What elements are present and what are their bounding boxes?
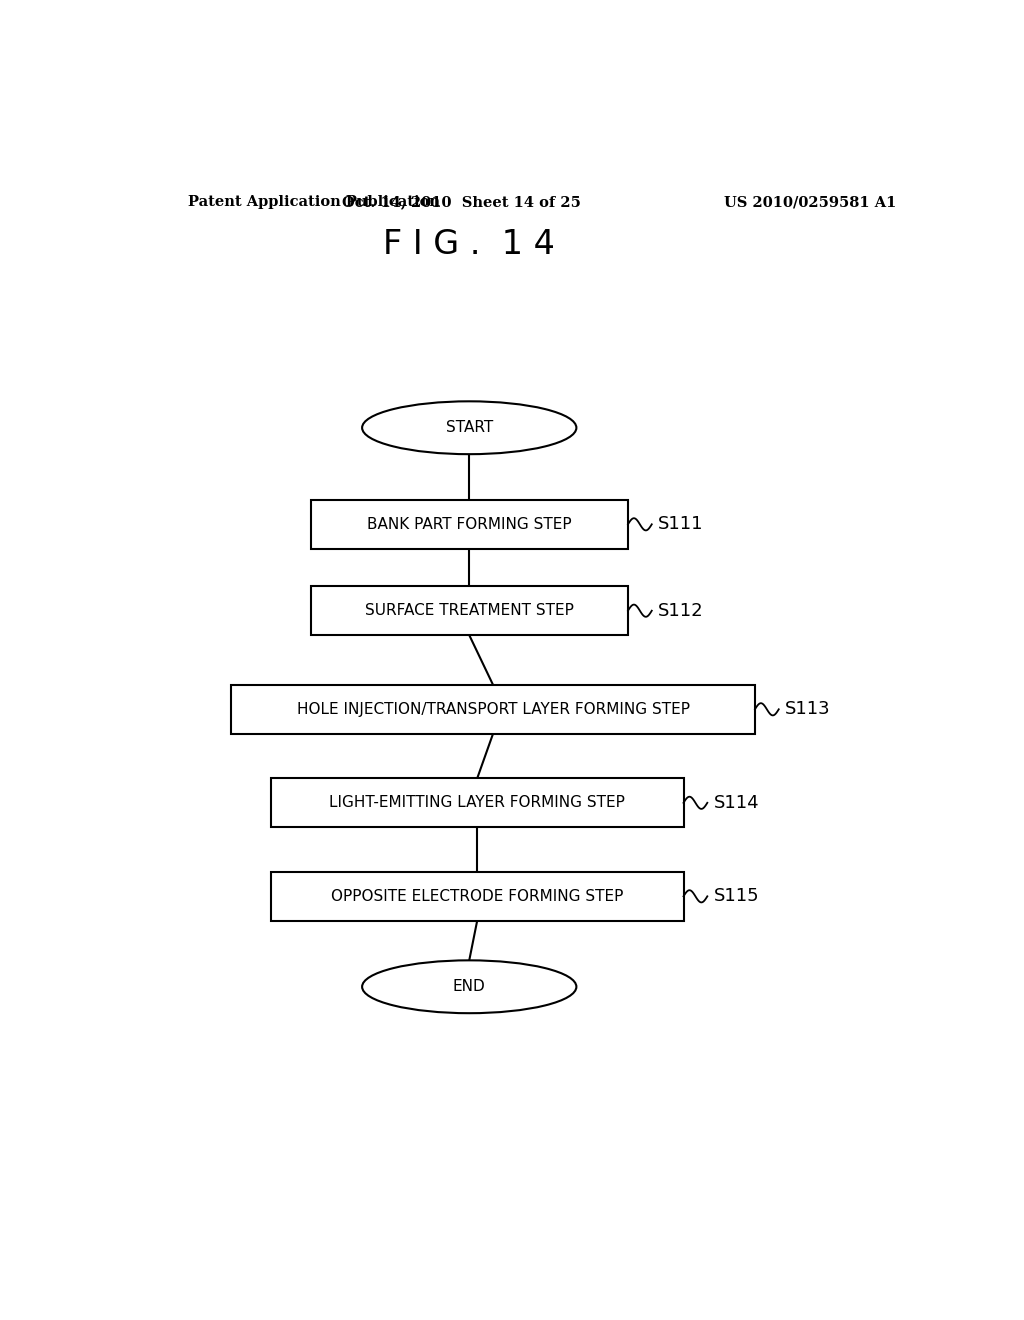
Ellipse shape	[362, 401, 577, 454]
FancyBboxPatch shape	[270, 779, 684, 828]
FancyBboxPatch shape	[310, 586, 628, 635]
Text: S112: S112	[658, 602, 703, 619]
Text: LIGHT-EMITTING LAYER FORMING STEP: LIGHT-EMITTING LAYER FORMING STEP	[330, 795, 625, 810]
Text: S113: S113	[785, 701, 830, 718]
Text: F I G .  1 4: F I G . 1 4	[383, 228, 555, 261]
Text: Patent Application Publication: Patent Application Publication	[187, 195, 439, 209]
Text: US 2010/0259581 A1: US 2010/0259581 A1	[724, 195, 897, 209]
Text: SURFACE TREATMENT STEP: SURFACE TREATMENT STEP	[365, 603, 573, 618]
FancyBboxPatch shape	[310, 500, 628, 549]
Text: S114: S114	[714, 793, 760, 812]
Ellipse shape	[362, 961, 577, 1014]
FancyBboxPatch shape	[231, 685, 755, 734]
Text: S115: S115	[714, 887, 760, 906]
Text: START: START	[445, 420, 493, 436]
FancyBboxPatch shape	[270, 873, 684, 921]
Text: OPPOSITE ELECTRODE FORMING STEP: OPPOSITE ELECTRODE FORMING STEP	[331, 888, 624, 904]
Text: BANK PART FORMING STEP: BANK PART FORMING STEP	[367, 517, 571, 532]
Text: S111: S111	[658, 515, 703, 533]
Text: HOLE INJECTION/TRANSPORT LAYER FORMING STEP: HOLE INJECTION/TRANSPORT LAYER FORMING S…	[297, 702, 689, 717]
Text: Oct. 14, 2010  Sheet 14 of 25: Oct. 14, 2010 Sheet 14 of 25	[342, 195, 581, 209]
Text: END: END	[453, 979, 485, 994]
